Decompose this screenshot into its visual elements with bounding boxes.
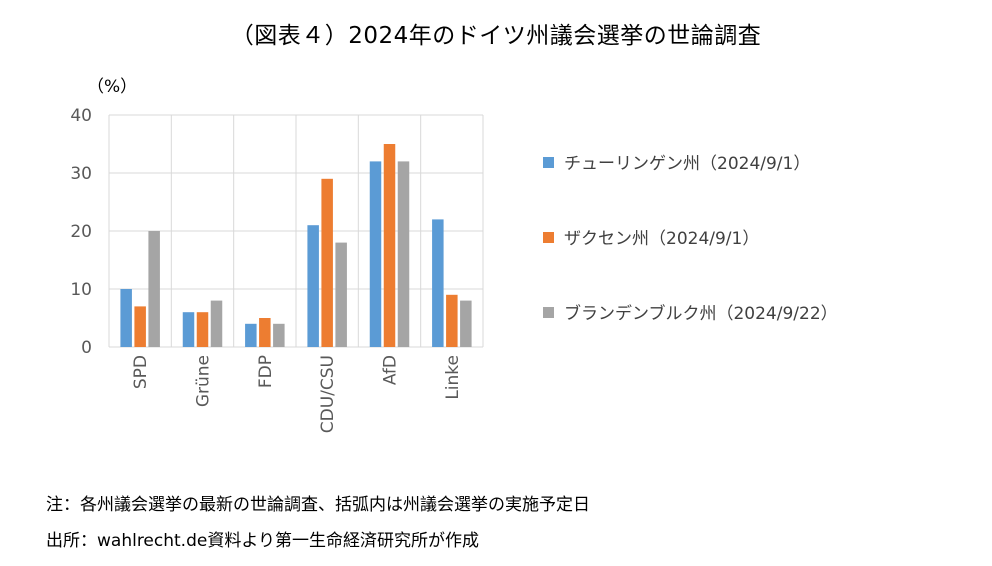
- x-tick-label: CDU/CSU: [318, 355, 338, 433]
- legend-label: ブランデンブルク州（2024/9/22）: [564, 303, 838, 324]
- x-tick-label: AfD: [381, 355, 401, 385]
- y-axis-label: （%）: [87, 77, 137, 97]
- bar-fdp-series-1: [245, 323, 257, 347]
- footnote: 注：各州議会選挙の最新の世論調査、括弧内は州議会選挙の実施予定日: [46, 495, 590, 515]
- legend-swatch: [543, 307, 554, 318]
- y-tick-label: 30: [70, 164, 92, 184]
- bar-linke-series-1: [432, 219, 444, 347]
- x-tick-label: SPD: [131, 355, 151, 389]
- source-note: 出所：wahlrecht.de資料より第一生命経済研究所が作成: [46, 531, 479, 551]
- y-tick-label: 0: [81, 338, 92, 358]
- y-tick-label: 20: [70, 222, 92, 242]
- chart-title: （図表４）2024年のドイツ州議会選挙の世論調査: [230, 23, 762, 49]
- x-tick-label: Linke: [443, 355, 463, 400]
- bar-chart: 0 10 20 30 40 （%） SPD Grüne FDP CDU/CSU AfD Linke チュ…: [70, 77, 838, 433]
- bar-afd-series-2: [383, 144, 396, 347]
- legend-swatch: [543, 232, 554, 243]
- bar-cdu-csu-series-1: [307, 225, 319, 347]
- y-tick-label: 40: [70, 106, 92, 126]
- bar-cdu-csu-series-2: [321, 178, 333, 347]
- y-tick-label: 10: [70, 280, 92, 300]
- bar-gr-ne-series-1: [182, 312, 195, 347]
- legend-label: チューリンゲン州（2024/9/1）: [564, 154, 810, 174]
- bar-gr-ne-series-2: [196, 312, 209, 347]
- bar-fdp-series-2: [259, 318, 271, 347]
- bar-linke-series-2: [446, 294, 458, 347]
- bar-afd-series-1: [369, 161, 382, 347]
- bar-spd-series-1: [120, 289, 132, 347]
- bar-cdu-csu-series-3: [335, 242, 347, 347]
- x-tick-label: FDP: [256, 355, 276, 388]
- bar-gr-ne-series-3: [210, 300, 223, 347]
- bar-spd-series-3: [148, 231, 160, 347]
- x-tick-label: Grüne: [194, 355, 214, 407]
- bar-afd-series-3: [397, 161, 410, 347]
- bar-fdp-series-3: [273, 323, 285, 347]
- legend-swatch: [543, 157, 554, 168]
- bar-linke-series-3: [460, 300, 472, 347]
- bar-spd-series-2: [134, 306, 146, 347]
- legend-label: ザクセン州（2024/9/1）: [564, 229, 759, 249]
